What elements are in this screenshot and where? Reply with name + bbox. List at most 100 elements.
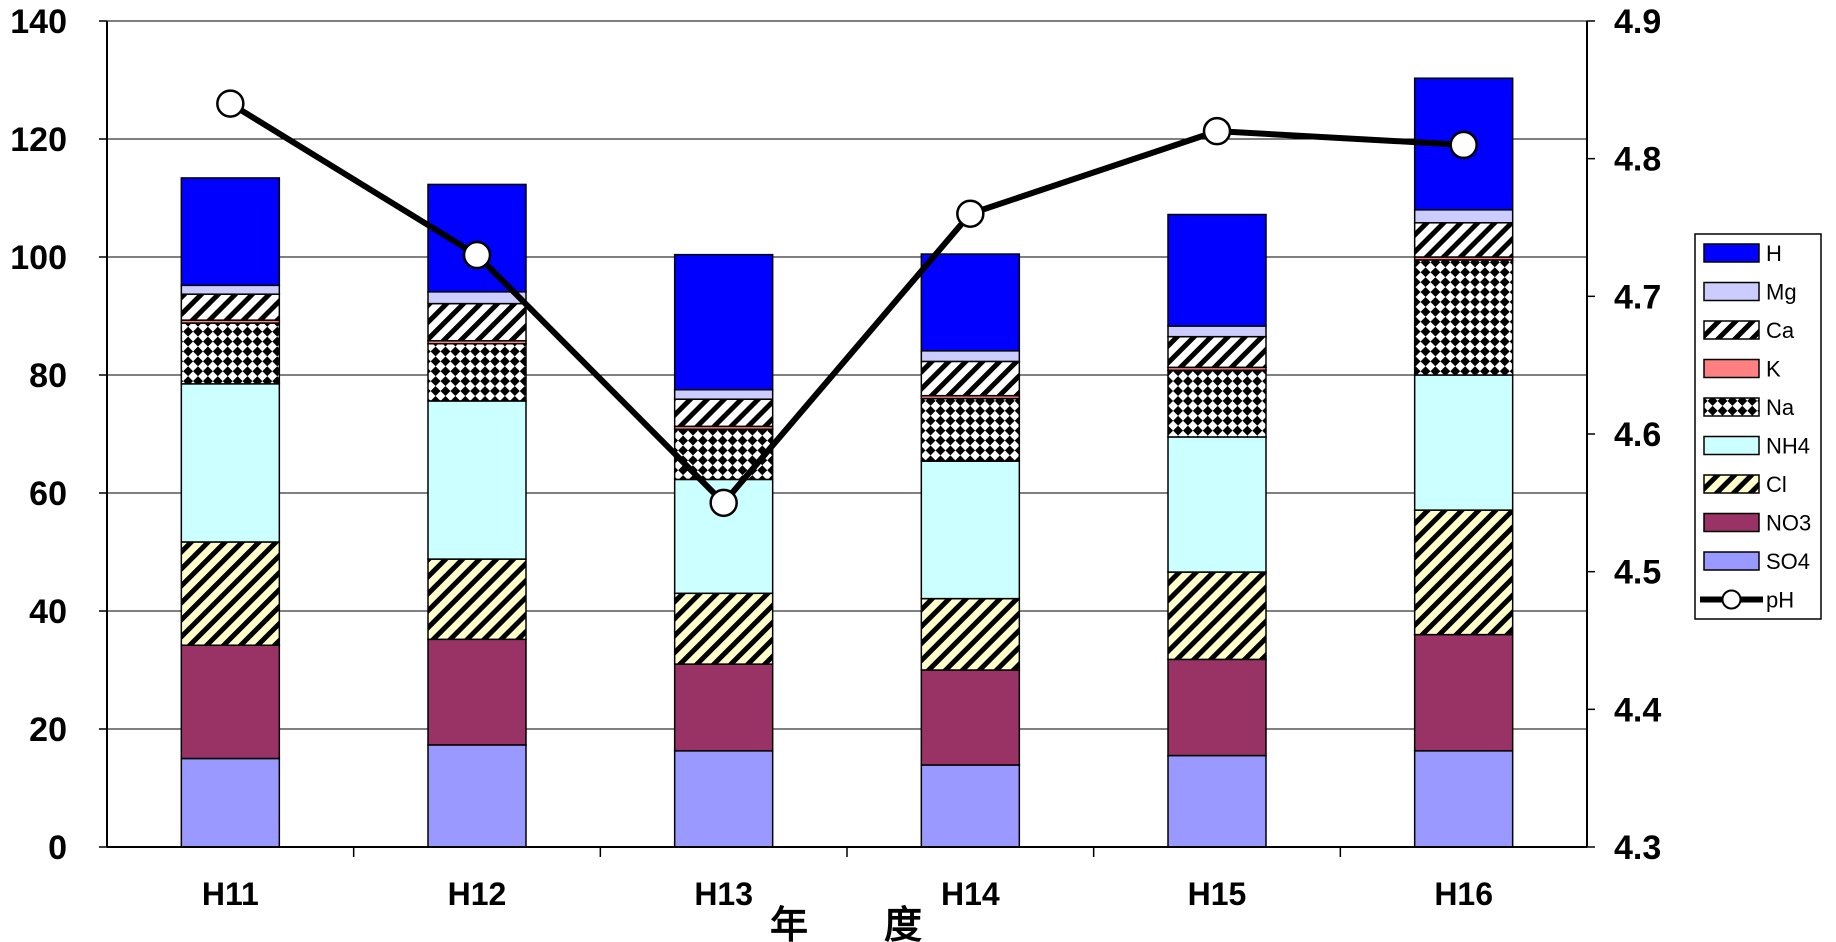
legend-label-so4: SO4 — [1766, 549, 1810, 574]
bar-nh4-h16 — [1413, 374, 1514, 511]
ph-point — [462, 240, 492, 270]
legend-label-mg: Mg — [1766, 280, 1797, 305]
ph-point — [956, 199, 985, 228]
legend-swatch-mg — [1703, 281, 1760, 302]
y-tick-label: 20 — [29, 711, 67, 749]
y-tick-label: 40 — [29, 593, 67, 631]
axes: 0 20 40 60 80 100 120 140 4.3 4.4 4.5 4.6 4.7 4.8 4.9 H… — [10, 3, 1661, 942]
y-tick-label: 0 — [48, 829, 67, 867]
x-tick-label: H14 — [941, 876, 1000, 912]
y2-tick-label: 4.4 — [1614, 691, 1661, 729]
bar-na-h14 — [920, 397, 1021, 462]
bar-ca-h15 — [1167, 335, 1267, 369]
bar-so4-h11 — [180, 757, 281, 848]
bar-ca-h14 — [920, 360, 1021, 397]
y2-tick-label: 4.7 — [1614, 278, 1661, 316]
gridlines — [107, 20, 1587, 848]
y-tick-label: 80 — [29, 357, 67, 395]
legend: H Mg Ca K Na NH4 Cl NO3 SO4 pH — [1694, 233, 1822, 620]
y-tick-label: 140 — [10, 3, 67, 41]
bar-h-h14 — [920, 253, 1021, 352]
bar-mg-h15 — [1167, 325, 1267, 338]
bar-cl-h14 — [920, 597, 1021, 671]
bar-na-h16 — [1413, 259, 1514, 376]
ph-line — [216, 89, 1478, 518]
bar-ca-h13 — [673, 398, 774, 428]
legend-label-na: Na — [1766, 395, 1795, 420]
bars — [180, 77, 1514, 848]
legend-label-h: H — [1766, 241, 1782, 266]
bar-nh4-h12 — [427, 400, 527, 560]
bar-ca-h12 — [427, 302, 527, 342]
bar-h-h15 — [1167, 213, 1267, 327]
y2-tick-label: 4.3 — [1614, 829, 1661, 867]
x-tick-label: H12 — [448, 876, 507, 912]
bar-ca-h16 — [1413, 222, 1514, 258]
legend-swatch-ca — [1703, 320, 1760, 340]
bar-no3-h13 — [673, 663, 774, 752]
legend-swatch-nh4 — [1703, 435, 1760, 456]
bar-h-h13 — [673, 253, 774, 391]
ph-point — [1202, 116, 1232, 146]
legend-marker-ph — [1721, 589, 1742, 610]
legend-swatch-na — [1703, 397, 1760, 417]
legend-swatch-cl — [1703, 474, 1760, 494]
bar-cl-h11 — [180, 541, 281, 646]
bar-nh4-h11 — [180, 383, 281, 543]
bar-so4-h14 — [920, 764, 1021, 848]
legend-swatch-so4 — [1703, 551, 1760, 571]
x-axis-title: 年 度 — [770, 903, 922, 942]
y2-tick-label: 4.6 — [1614, 416, 1661, 454]
y-tick-label: 100 — [10, 239, 67, 277]
bar-no3-h16 — [1413, 633, 1514, 752]
legend-label-ca: Ca — [1766, 318, 1795, 343]
bar-cl-h16 — [1413, 509, 1514, 636]
bar-no3-h12 — [427, 638, 527, 746]
bar-so4-h13 — [673, 750, 774, 848]
bar-nh4-h15 — [1167, 436, 1267, 573]
bar-so4-h16 — [1413, 750, 1514, 848]
bar-nh4-h14 — [920, 460, 1021, 600]
bar-cl-h13 — [673, 592, 774, 665]
x-tick-label: H15 — [1188, 876, 1247, 912]
bar-so4-h15 — [1167, 754, 1267, 848]
x-tick-label: H13 — [694, 876, 753, 912]
bar-cl-h12 — [427, 558, 527, 641]
bar-mg-h16 — [1413, 209, 1514, 224]
x-tick-label: H11 — [202, 876, 259, 912]
legend-swatch-h — [1703, 243, 1760, 263]
bar-ca-h11 — [180, 293, 281, 321]
plot-area — [107, 21, 1587, 847]
y2-tick-label: 4.8 — [1614, 141, 1661, 179]
legend-label-no3: NO3 — [1766, 511, 1811, 536]
legend-label-k: K — [1766, 357, 1781, 382]
bar-na-h15 — [1167, 369, 1267, 438]
legend-label-ph: pH — [1766, 588, 1794, 613]
legend-swatch-k — [1703, 358, 1760, 379]
ph-line-path — [228, 101, 1464, 506]
ph-point — [709, 488, 738, 518]
bar-na-h12 — [427, 342, 527, 402]
y-tick-label: 120 — [10, 121, 67, 159]
ph-point — [1449, 130, 1478, 160]
bar-mg-h13 — [673, 389, 774, 400]
bar-mg-h14 — [920, 350, 1021, 363]
bar-so4-h12 — [427, 744, 527, 848]
legend-label-cl: Cl — [1766, 472, 1787, 497]
bar-h-h11 — [180, 177, 281, 287]
x-tick-label: H16 — [1434, 876, 1493, 912]
bar-no3-h15 — [1167, 658, 1267, 757]
y-tick-label: 60 — [29, 475, 67, 513]
legend-label-nh4: NH4 — [1766, 434, 1810, 459]
y2-tick-label: 4.9 — [1614, 3, 1661, 41]
bar-cl-h15 — [1167, 571, 1267, 661]
y2-tick-label: 4.5 — [1614, 554, 1661, 592]
bar-no3-h14 — [920, 669, 1021, 766]
ph-point — [216, 89, 245, 118]
bar-h-h12 — [427, 183, 527, 293]
bar-na-h11 — [180, 322, 281, 385]
bar-mg-h11 — [180, 284, 281, 295]
legend-swatch-no3 — [1703, 512, 1760, 533]
bar-no3-h11 — [180, 644, 281, 760]
